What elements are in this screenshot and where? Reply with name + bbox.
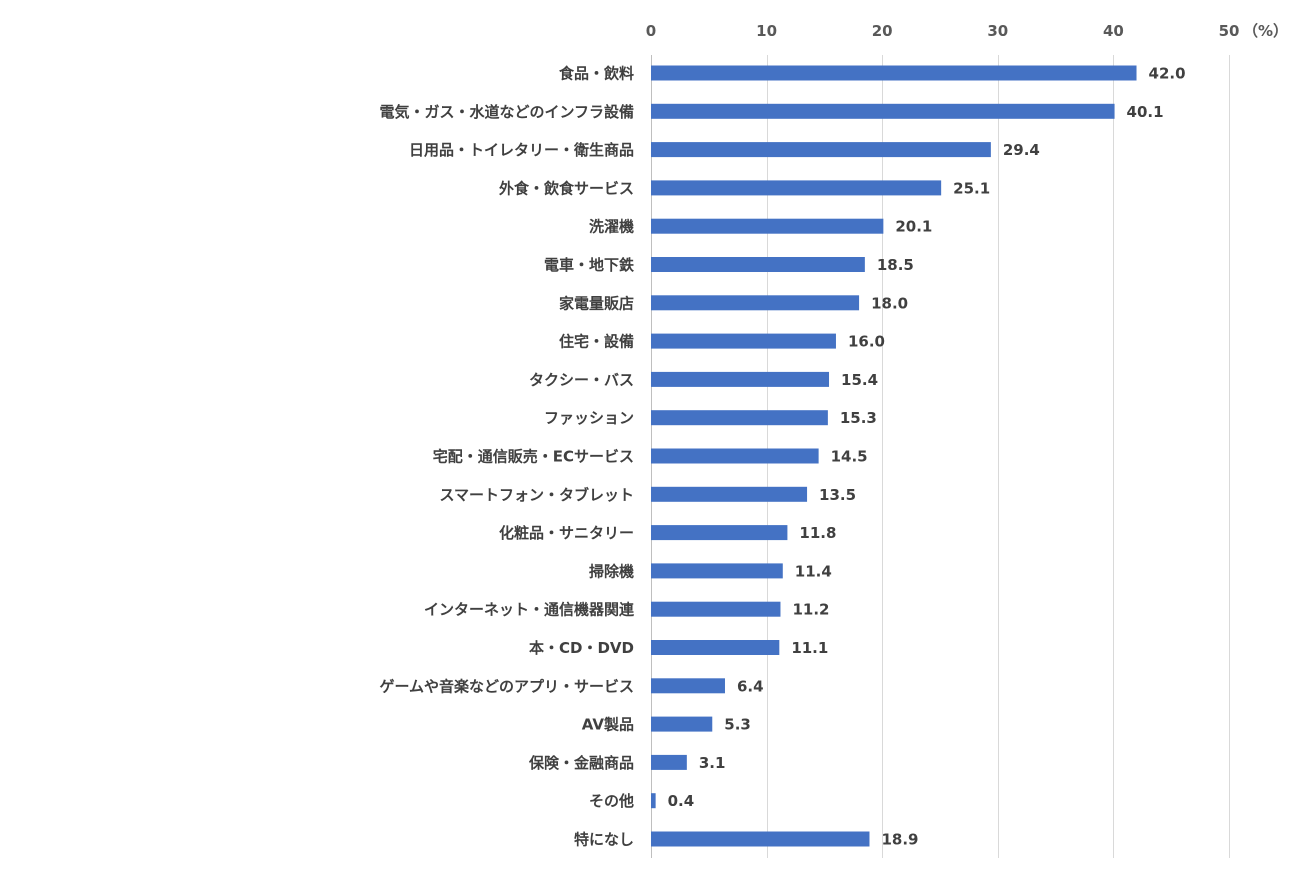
category-labels: 食品・飲料電気・ガス・水道などのインフラ設備日用品・トイレタリー・衛生商品外食・… [379,65,635,849]
bar [651,793,656,809]
value-label: 6.4 [737,677,764,695]
x-tick-label: 30 [987,22,1008,40]
bar [651,142,991,158]
value-label: 14.5 [831,448,868,466]
value-label: 11.1 [791,639,828,657]
value-label: 5.3 [724,716,751,734]
value-label: 0.4 [668,792,695,810]
category-label: 特になし [574,831,634,849]
bar [651,333,836,349]
value-label: 42.0 [1149,65,1186,83]
x-tick-label: 40 [1103,22,1124,40]
category-label: 食品・飲料 [559,65,634,83]
x-tick-label: 50 [1219,22,1240,40]
value-label: 13.5 [819,486,856,504]
category-label: インターネット・通信機器関連 [424,601,635,619]
value-label: 15.4 [841,371,878,389]
bar [651,525,788,541]
category-label: ファッション [544,409,634,427]
bar [651,754,687,770]
category-label: 掃除機 [589,562,634,580]
value-label: 15.3 [840,409,877,427]
bar [651,601,781,617]
bar [651,180,942,196]
value-label: 18.9 [881,831,918,849]
category-label: 本・CD・DVD [529,639,634,657]
value-label: 3.1 [699,754,726,772]
value-label: 16.0 [848,333,885,351]
value-label: 20.1 [895,218,932,236]
bar [651,563,783,579]
bar [651,65,1137,81]
value-label: 11.8 [799,524,836,542]
bars [651,65,1137,847]
value-label: 11.4 [795,562,832,580]
bar [651,103,1115,119]
bar [651,678,725,694]
bar [651,295,860,311]
bar [651,257,865,272]
x-tick-label: 10 [756,22,777,40]
x-tick-label: 20 [872,22,893,40]
x-tick-label: 0 [646,22,656,40]
category-label: 宅配・通信販売・ECサービス [433,448,634,466]
category-label: 住宅・設備 [559,333,634,351]
value-label: 29.4 [1003,141,1040,159]
category-label: ゲームや音楽などのアプリ・サービス [379,677,634,695]
bar [651,410,828,426]
bar [651,448,819,464]
bar [651,640,780,655]
category-label: 化粧品・サニタリー [499,524,634,542]
value-label: 18.0 [871,294,908,312]
category-label: 保険・金融商品 [528,754,634,772]
category-label: タクシー・バス [529,371,634,389]
category-label: AV製品 [582,716,634,734]
bar [651,486,808,502]
value-label: 11.2 [792,601,829,619]
category-label: その他 [589,792,634,810]
category-label: 外食・飲食サービス [498,179,634,197]
bar [651,218,884,234]
category-label: スマートフォン・タブレット [439,486,634,504]
x-axis-ticks: 0 10 20 30 40 50 [646,22,1240,40]
category-label: 家電量販店 [559,294,634,312]
category-label: 日用品・トイレタリー・衛生商品 [409,141,634,159]
bar [651,716,713,732]
value-label: 40.1 [1127,103,1164,121]
category-label: 洗濯機 [589,218,634,236]
bar [651,831,870,847]
bar [651,371,830,387]
value-label: 18.5 [877,256,914,274]
category-label: 電車・地下鉄 [544,256,634,274]
value-label: 25.1 [953,179,990,197]
x-axis-unit-label: （%） [1243,22,1288,40]
category-label: 電気・ガス・水道などのインフラ設備 [379,103,634,121]
value-labels: 42.0 40.1 29.4 25.1 20.1 18.5 18.0 16.0 15.4 15.3… [668,65,1186,849]
